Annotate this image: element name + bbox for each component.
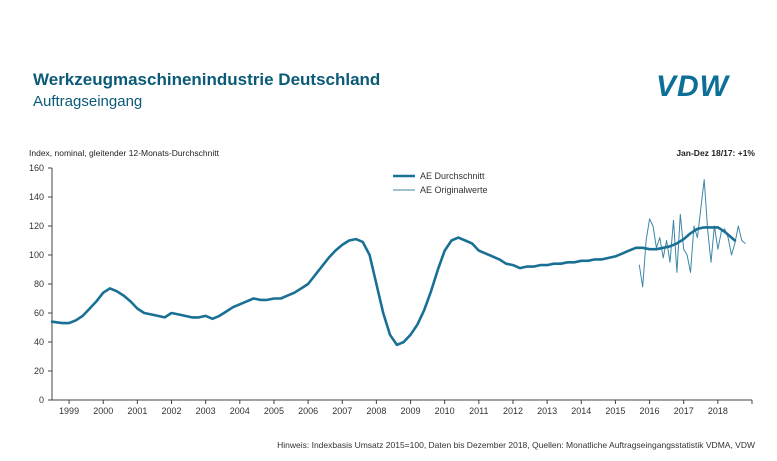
legend-label: AE Originalwerte [420, 185, 488, 195]
chart-subtitle: Auftragseingang [33, 93, 143, 110]
x-tick-label: 1999 [59, 406, 79, 416]
x-tick-label: 2009 [401, 406, 421, 416]
change-annotation: Jan-Dez 18/17: +1% [676, 148, 755, 158]
x-tick-label: 2014 [571, 406, 591, 416]
y-tick-label: 120 [29, 221, 44, 231]
x-tick-label: 2006 [298, 406, 318, 416]
x-tick-label: 2000 [93, 406, 113, 416]
x-tick-label: 2004 [230, 406, 250, 416]
legend-label: AE Durchschnitt [420, 171, 485, 181]
y-tick-label: 140 [29, 192, 44, 202]
series-line-0 [50, 226, 737, 347]
y-tick-label: 160 [29, 163, 44, 173]
x-tick-label: 2012 [503, 406, 523, 416]
x-tick-label: 2013 [537, 406, 557, 416]
x-tick-label: 2003 [196, 406, 216, 416]
y-tick-label: 60 [34, 308, 44, 318]
x-tick-label: 2008 [366, 406, 386, 416]
x-tick-label: 2007 [332, 406, 352, 416]
x-tick-label: 2002 [161, 406, 181, 416]
x-tick-label: 2001 [127, 406, 147, 416]
x-tick-label: 2015 [605, 406, 625, 416]
x-tick-label: 2016 [640, 406, 660, 416]
source-footnote: Hinweis: Indexbasis Umsatz 2015=100, Dat… [277, 440, 755, 450]
y-tick-label: 80 [34, 279, 44, 289]
vdw-logo: VDW [656, 70, 729, 103]
x-tick-label: 2005 [264, 406, 284, 416]
y-axis-title: Index, nominal, gleitender 12-Monats-Dur… [29, 148, 219, 158]
y-tick-label: 20 [34, 366, 44, 376]
x-tick-label: 2010 [435, 406, 455, 416]
x-tick-label: 2011 [469, 406, 488, 416]
series-line-1 [638, 179, 746, 288]
y-tick-label: 100 [29, 250, 44, 260]
x-tick-label: 2017 [674, 406, 694, 416]
chart-title: Werkzeugmaschinenindustrie Deutschland [33, 70, 381, 89]
y-tick-label: 40 [34, 337, 44, 347]
y-tick-label: 0 [39, 395, 44, 405]
x-tick-label: 2018 [708, 406, 728, 416]
